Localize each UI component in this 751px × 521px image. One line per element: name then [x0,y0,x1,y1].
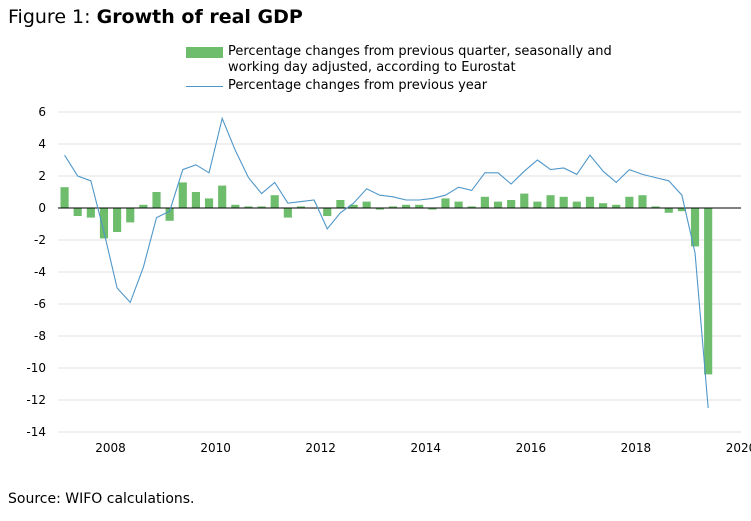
legend-swatch-line [186,86,223,87]
bar [218,185,227,208]
figure-title: Figure 1: Growth of real GDP [8,6,303,28]
y-tick-label: 2 [38,169,46,183]
y-tick-label: -8 [34,329,46,343]
bar [520,193,529,208]
bar [415,204,424,208]
bar [165,208,174,221]
bar [664,208,673,213]
bar [651,206,660,208]
y-tick-label: 4 [38,137,46,151]
figure-title-main: Growth of real GDP [96,6,303,28]
bar [336,200,345,208]
bar [533,201,542,208]
bar [638,195,647,208]
x-tick-label: 2016 [516,441,547,455]
bar [677,208,686,212]
bar-series [60,182,713,375]
bar [60,187,69,208]
bar [126,208,135,223]
figure-title-prefix: Figure 1: [8,6,97,28]
bar [113,208,122,232]
bar [375,208,384,210]
bar [454,201,463,208]
y-tick-label: -12 [26,393,46,407]
bar [428,208,437,210]
y-tick-label: 6 [38,105,46,119]
bar [323,208,332,216]
bar [493,201,503,208]
chart-legend: Percentage changes from previous quarter… [186,44,612,94]
bar [467,206,476,208]
legend-label-quarterly-line1: Percentage changes from previous quarter… [228,44,612,59]
line-series [64,116,709,409]
x-tick-label: 2014 [410,441,441,455]
bar [480,196,489,208]
bar [507,200,516,208]
bar [401,204,411,208]
x-tick-label: 2012 [305,441,336,455]
source-note: Source: WIFO calculations. [8,491,195,507]
legend-label-yearly: Percentage changes from previous year [228,78,488,93]
bar [139,204,148,208]
bar [178,182,187,208]
x-axis-ticks: 2008 2010 2012 2014 2016 2018 2020 [95,441,751,455]
chart-grid [58,111,741,433]
bar [625,196,634,208]
y-axis-ticks: 6 4 2 0 -2 -4 -6 -8 -10 -12 -14 [26,105,46,439]
x-tick-label: 2018 [621,441,652,455]
legend-swatch-bar [186,47,223,58]
y-tick-label: 0 [38,201,46,215]
bar [362,201,371,208]
y-tick-label: -10 [26,361,46,375]
bar [244,206,253,208]
bar [283,208,292,218]
bar [704,208,713,375]
bar [349,204,358,208]
bar [191,192,200,208]
bar [559,196,568,208]
bar [585,196,595,208]
bar [152,192,161,208]
bar [599,203,608,208]
bar [204,198,214,208]
y-tick-label: -2 [34,233,46,247]
bar [86,208,95,218]
bar [270,195,279,208]
bar [99,208,109,239]
y-tick-label: -14 [26,425,46,439]
bar [612,204,621,208]
bar [296,206,306,208]
x-tick-label: 2020 [726,441,751,455]
bar [441,198,450,208]
bar [257,206,266,208]
legend-item-quarterly: Percentage changes from previous quarter… [186,44,612,76]
y-tick-label: -6 [34,297,46,311]
legend-label-quarterly-line2: working day adjusted, according to Euros… [228,60,516,75]
x-tick-label: 2010 [200,441,231,455]
bar [231,204,240,208]
bar [546,195,555,208]
y-tick-label: -4 [34,265,46,279]
legend-item-yearly: Percentage changes from previous year [186,78,612,94]
x-tick-label: 2008 [95,441,126,455]
bar [73,208,82,216]
bar [388,206,398,208]
bar [572,201,581,208]
bar [690,208,700,247]
